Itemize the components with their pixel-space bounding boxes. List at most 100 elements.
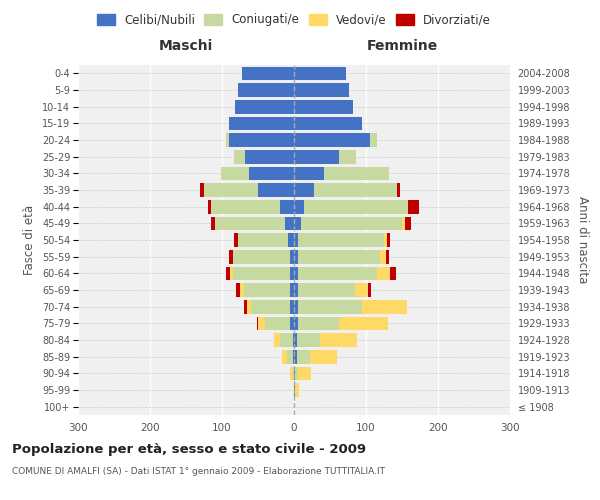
- Bar: [314, 183, 397, 197]
- Bar: [229, 250, 233, 264]
- Bar: [290, 266, 294, 280]
- Bar: [234, 233, 238, 247]
- Bar: [297, 333, 320, 347]
- Text: Popolazione per età, sesso e stato civile - 2009: Popolazione per età, sesso e stato civil…: [12, 442, 366, 456]
- Bar: [384, 233, 387, 247]
- Bar: [244, 300, 247, 314]
- Bar: [294, 116, 362, 130]
- Bar: [294, 216, 301, 230]
- Bar: [230, 266, 233, 280]
- Bar: [298, 266, 377, 280]
- Bar: [397, 183, 400, 197]
- Bar: [386, 250, 389, 264]
- Bar: [238, 83, 294, 97]
- Bar: [290, 366, 293, 380]
- Text: Maschi: Maschi: [159, 40, 213, 54]
- Bar: [226, 133, 229, 147]
- Bar: [208, 200, 211, 213]
- Bar: [235, 100, 294, 114]
- Bar: [409, 200, 419, 213]
- Bar: [280, 200, 294, 213]
- Bar: [258, 316, 265, 330]
- Bar: [294, 100, 353, 114]
- Bar: [234, 150, 245, 164]
- Bar: [294, 66, 346, 80]
- Bar: [294, 233, 298, 247]
- Legend: Celibi/Nubili, Coniugati/e, Vedovi/e, Divorziati/e: Celibi/Nubili, Coniugati/e, Vedovi/e, Di…: [92, 8, 496, 31]
- Bar: [290, 300, 294, 314]
- Bar: [298, 233, 384, 247]
- Bar: [387, 233, 390, 247]
- Bar: [244, 283, 290, 297]
- Bar: [298, 316, 340, 330]
- Bar: [298, 300, 362, 314]
- Bar: [265, 316, 290, 330]
- Bar: [294, 200, 304, 213]
- Bar: [362, 300, 407, 314]
- Bar: [293, 333, 294, 347]
- Bar: [293, 366, 294, 380]
- Bar: [204, 183, 258, 197]
- Bar: [229, 116, 294, 130]
- Bar: [274, 333, 280, 347]
- Bar: [258, 183, 294, 197]
- Bar: [298, 283, 355, 297]
- Bar: [377, 266, 390, 280]
- Bar: [294, 166, 324, 180]
- Bar: [294, 383, 295, 397]
- Bar: [294, 333, 297, 347]
- Bar: [211, 200, 280, 213]
- Bar: [294, 250, 298, 264]
- Bar: [390, 266, 395, 280]
- Bar: [257, 316, 258, 330]
- Bar: [250, 166, 294, 180]
- Bar: [370, 133, 377, 147]
- Bar: [245, 150, 294, 164]
- Bar: [294, 183, 314, 197]
- Bar: [294, 266, 298, 280]
- Bar: [324, 166, 389, 180]
- Bar: [297, 350, 310, 364]
- Bar: [236, 283, 240, 297]
- Bar: [294, 133, 370, 147]
- Bar: [298, 366, 311, 380]
- Bar: [229, 133, 294, 147]
- Text: Femmine: Femmine: [367, 40, 437, 54]
- Bar: [402, 216, 405, 230]
- Bar: [368, 283, 371, 297]
- Bar: [240, 283, 244, 297]
- Y-axis label: Fasce di età: Fasce di età: [23, 205, 37, 275]
- Bar: [238, 233, 288, 247]
- Bar: [221, 166, 250, 180]
- Bar: [226, 266, 230, 280]
- Bar: [355, 283, 368, 297]
- Bar: [287, 350, 293, 364]
- Bar: [405, 216, 410, 230]
- Bar: [294, 83, 349, 97]
- Bar: [294, 300, 298, 314]
- Bar: [215, 216, 286, 230]
- Bar: [242, 66, 294, 80]
- Bar: [294, 366, 295, 380]
- Y-axis label: Anni di nascita: Anni di nascita: [576, 196, 589, 284]
- Bar: [251, 300, 290, 314]
- Bar: [294, 350, 297, 364]
- Bar: [290, 283, 294, 297]
- Bar: [233, 250, 290, 264]
- Bar: [295, 383, 299, 397]
- Bar: [293, 350, 294, 364]
- Bar: [301, 216, 402, 230]
- Bar: [247, 300, 251, 314]
- Bar: [304, 200, 409, 213]
- Bar: [200, 183, 204, 197]
- Bar: [294, 316, 298, 330]
- Bar: [320, 333, 358, 347]
- Bar: [338, 150, 356, 164]
- Bar: [233, 266, 290, 280]
- Bar: [288, 233, 294, 247]
- Text: COMUNE DI AMALFI (SA) - Dati ISTAT 1° gennaio 2009 - Elaborazione TUTTITALIA.IT: COMUNE DI AMALFI (SA) - Dati ISTAT 1° ge…: [12, 468, 385, 476]
- Bar: [290, 250, 294, 264]
- Bar: [340, 316, 388, 330]
- Bar: [310, 350, 337, 364]
- Bar: [380, 250, 386, 264]
